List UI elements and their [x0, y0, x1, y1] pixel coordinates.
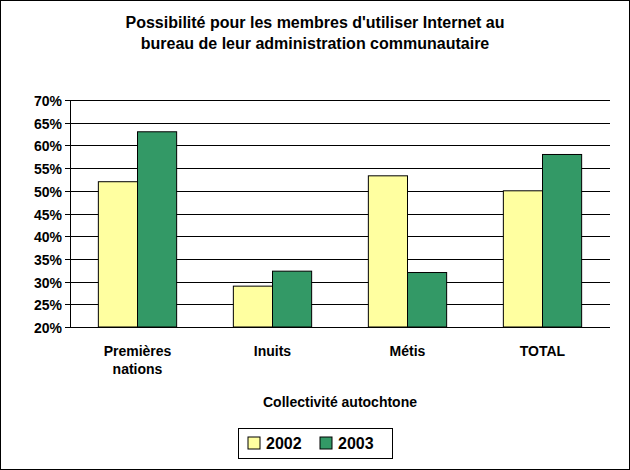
tick-mark — [65, 304, 70, 305]
tick-mark — [65, 214, 70, 215]
y-axis — [70, 100, 71, 327]
tick-mark — [65, 327, 70, 328]
x-tick-label: TOTAL — [520, 343, 566, 359]
y-tick-label: 40% — [34, 229, 63, 245]
y-tick-label: 55% — [34, 161, 63, 177]
y-tick-label: 30% — [34, 275, 63, 291]
y-tick-label: 25% — [34, 297, 63, 313]
y-tick-label: 70% — [34, 93, 63, 109]
grid-line — [70, 100, 610, 101]
chart: Possibilité pour les membres d'utiliser … — [0, 0, 630, 470]
x-axis — [70, 327, 610, 328]
legend-label: 2003 — [338, 435, 374, 452]
y-tick-label: 45% — [34, 207, 63, 223]
bar — [543, 154, 582, 327]
legend-frame — [239, 429, 393, 459]
tick-mark — [65, 123, 70, 124]
y-tick-label: 50% — [34, 184, 63, 200]
bar — [138, 132, 177, 327]
y-tick-label: 65% — [34, 116, 63, 132]
y-tick-label: 20% — [34, 320, 63, 336]
tick-mark — [65, 100, 70, 101]
grid — [65, 101, 610, 328]
grid-line — [70, 327, 610, 328]
x-tick-label: Inuits — [254, 343, 292, 359]
tick-mark — [65, 282, 70, 283]
legend: 2002 2003 — [239, 429, 393, 459]
y-tick-label: 60% — [34, 138, 63, 154]
bar — [98, 182, 137, 327]
bar — [233, 286, 272, 327]
tick-mark — [65, 191, 70, 192]
x-axis-label: Collectivité autochtone — [263, 394, 417, 410]
bars — [98, 132, 581, 327]
bar — [368, 176, 407, 327]
tick-mark — [65, 168, 70, 169]
chart-frame — [1, 1, 630, 470]
grid-line — [70, 123, 610, 124]
legend-swatch — [320, 437, 332, 449]
tick-mark — [65, 145, 70, 146]
legend-label: 2002 — [266, 435, 302, 452]
bar — [503, 191, 542, 327]
y-tick-label: 35% — [34, 252, 63, 268]
tick-mark — [65, 236, 70, 237]
bar — [273, 271, 312, 327]
x-tick-label: Métis — [390, 343, 426, 359]
legend-swatch — [248, 437, 260, 449]
x-tick-label: Premièresnations — [104, 343, 172, 377]
tick-mark — [65, 259, 70, 260]
title: Possibilité pour les membres d'utiliser … — [125, 14, 504, 52]
bar — [408, 273, 447, 327]
